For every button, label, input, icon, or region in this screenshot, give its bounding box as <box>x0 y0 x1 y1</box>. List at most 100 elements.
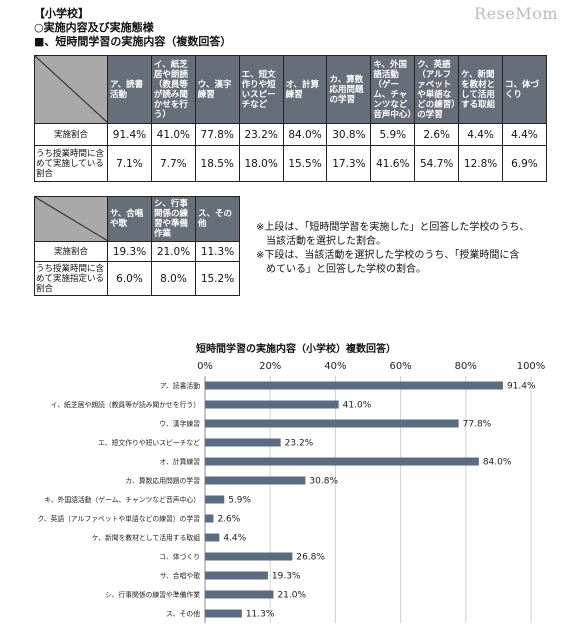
table1-cell: 15.5% <box>282 145 328 182</box>
table1-cell: 30.8% <box>326 123 372 146</box>
category-label: コ、体づくり <box>159 552 200 561</box>
category-label: キ、外国語活動（ゲーム、チャンツなど音声中心） <box>44 495 200 504</box>
data-label: 19.3% <box>272 572 301 582</box>
table2-cell: 6.0% <box>107 261 152 296</box>
table2-row-label: 実施割合 <box>34 241 108 262</box>
table1-row: 実施割合 91.4% 41.0% 77.8% 23.2% 84.0% 30.8%… <box>34 123 547 146</box>
data-label: 2.6% <box>217 515 240 525</box>
x-tick-label: 100% <box>517 361 546 372</box>
table1-cell: 54.7% <box>414 145 460 182</box>
table2-col-header: サ、合唱や歌 <box>107 196 152 242</box>
category-label: ウ、漢字練習 <box>159 419 200 428</box>
category-label: イ、紙芝居や朗読（教員等が読み聞かせを行う） <box>51 400 200 409</box>
table1-cell: 7.7% <box>150 145 196 182</box>
bar <box>205 457 479 466</box>
table1-col-header: キ、外国語活動（ゲーム、チャンツなど音声中心） <box>370 55 416 124</box>
data-label: 5.9% <box>228 496 251 506</box>
category-label: エ、短文作りや短いスピーチなど <box>98 438 200 447</box>
table1-row-label: 実施割合 <box>34 123 108 146</box>
table1-row-label: うち授業時間に含めて実施している割合 <box>34 145 108 182</box>
table1-cell: 77.8% <box>194 123 240 146</box>
table2-row: 実施割合 19.3% 21.0% 11.3% <box>34 241 240 262</box>
table1-col-header: ケ、新聞を教材として活用する取組 <box>458 55 504 124</box>
category-label: ケ、新聞を教材として活用する取組 <box>92 533 200 542</box>
x-tick-label: 40% <box>324 361 346 372</box>
table1-corner-cell <box>34 55 108 124</box>
x-tick-label: 80% <box>455 361 477 372</box>
bar <box>205 438 281 447</box>
table1-col-header: ク、英語（アルファベットや単語などの練習）の学習 <box>414 55 460 124</box>
data-label: 11.3% <box>246 610 275 620</box>
table-heading: ■、短時間学習の実施内容（複数回答） <box>34 35 232 48</box>
bar <box>205 419 459 428</box>
category-label: シ、行事関係の練習や準備作業 <box>105 590 200 599</box>
data-label: 84.0% <box>483 458 512 468</box>
table2-row: うち授業時間に含めて実施指定いる割合 6.0% 8.0% 15.2% <box>34 261 240 296</box>
results-table-1: ア、読書活動 イ、紙芝居や朗読（教員等が読み聞かせを行う） ウ、漢字練習 エ、短… <box>34 55 547 182</box>
table1-cell: 84.0% <box>282 123 328 146</box>
table1-col-header: イ、紙芝居や朗読（教員等が読み聞かせを行う） <box>150 55 196 124</box>
table1-cell: 4.4% <box>502 123 547 146</box>
diagonal-line <box>35 197 107 241</box>
note-line: めている」と回答した学校の割合。 <box>266 264 426 275</box>
table1-cell: 12.8% <box>458 145 504 182</box>
table1-cell: 7.1% <box>107 145 152 182</box>
bar-chart: 0% 20% 40% 60% 80% 100% ア、読書活動 91.4% イ、紙芝居や朗読（教員… <box>38 361 546 623</box>
data-label: 21.0% <box>277 591 306 601</box>
bar <box>205 381 503 390</box>
table1-col-header: カ、算数応用問題の学習 <box>326 55 372 124</box>
bar <box>205 495 225 504</box>
table1-cell: 5.9% <box>370 123 416 146</box>
data-label: 41.0% <box>343 401 372 411</box>
bar <box>205 514 214 523</box>
resemom-logo: ReseMom <box>474 4 558 23</box>
data-label: 23.2% <box>285 439 314 449</box>
table2-cell: 15.2% <box>195 261 240 296</box>
x-tick-label: 20% <box>259 361 281 372</box>
category-label: カ、算数応用問題の学習 <box>125 476 200 485</box>
table2-corner-cell <box>34 196 108 242</box>
category-label: サ、合唱や歌 <box>160 571 200 580</box>
table2-cell: 11.3% <box>195 241 240 262</box>
table1-header-row: ア、読書活動 イ、紙芝居や朗読（教員等が読み聞かせを行う） ウ、漢字練習 エ、短… <box>34 55 547 124</box>
table1-cell: 2.6% <box>414 123 460 146</box>
table1-cell: 41.6% <box>370 145 416 182</box>
table2-col-header: シ、行事関係の練習や準備作業 <box>151 196 196 242</box>
chart-title: 短時間学習の実施内容（小学校）複数回答） <box>196 344 396 355</box>
table1-cell: 23.2% <box>238 123 284 146</box>
data-label: 91.4% <box>507 382 536 392</box>
category-label: オ、計算練習 <box>160 457 201 466</box>
category-label: ク、英語（アルファベットや単語などの練習）の学習 <box>38 514 201 523</box>
category-label: ス、その他 <box>166 609 200 618</box>
subsection-title: ○実施内容及び実施態様 <box>34 21 154 34</box>
bar <box>205 400 339 409</box>
results-table-2: サ、合唱や歌 シ、行事関係の練習や準備作業 ス、その他 実施割合 19.3% 2… <box>34 196 240 296</box>
bar <box>205 609 242 618</box>
data-label: 26.8% <box>296 553 325 563</box>
note-line: ※下段は、当該活動を選択した学校のうち、「授業時間に含 <box>256 250 520 261</box>
note-line: ※上段は、「短時間学習を実施した」と回答した学校のうち、 <box>256 222 530 233</box>
table2-row-label: うち授業時間に含めて実施指定いる割合 <box>34 261 108 296</box>
table2-cell: 8.0% <box>151 261 196 296</box>
x-tick-label: 60% <box>389 361 411 372</box>
table1-col-header: ウ、漢字練習 <box>194 55 240 124</box>
table1-row: うち授業時間に含めて実施している割合 7.1% 7.7% 18.5% 18.0%… <box>34 145 547 182</box>
table1-cell: 41.0% <box>150 123 196 146</box>
table1-col-header: ア、読書活動 <box>107 55 152 124</box>
diagonal-line <box>35 56 107 123</box>
bar <box>205 552 293 561</box>
table1-cell: 18.0% <box>238 145 284 182</box>
table1-cell: 6.9% <box>502 145 547 182</box>
bar <box>205 476 306 485</box>
bar <box>205 533 220 542</box>
data-label: 30.8% <box>309 477 338 487</box>
table2-col-header: ス、その他 <box>195 196 240 242</box>
bar <box>205 590 274 599</box>
data-label: 4.4% <box>223 534 246 544</box>
table1-cell: 91.4% <box>107 123 152 146</box>
data-label: 77.8% <box>463 420 492 430</box>
category-label: ア、読書活動 <box>160 381 200 390</box>
table1-col-header: コ、体づくり <box>502 55 547 124</box>
table1-cell: 4.4% <box>458 123 504 146</box>
table2-cell: 19.3% <box>107 241 152 262</box>
